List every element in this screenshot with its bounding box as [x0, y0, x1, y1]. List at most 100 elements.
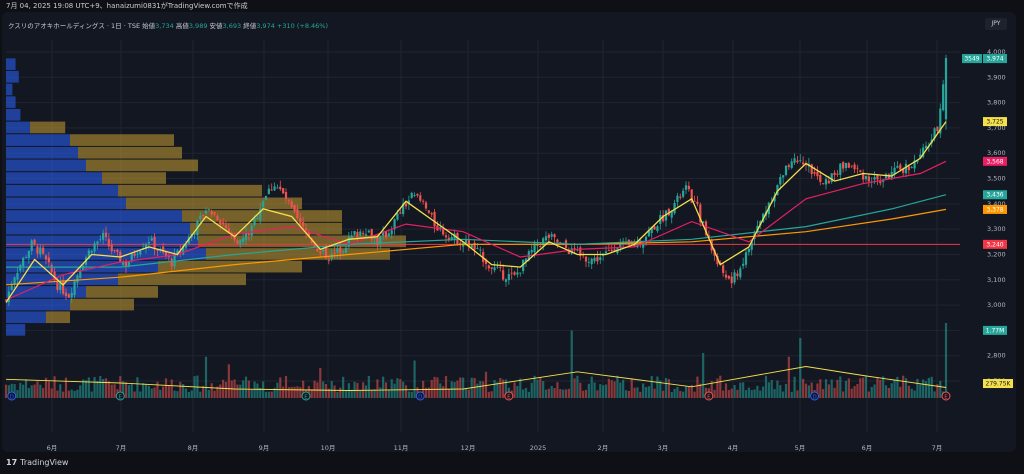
volume-bar: [210, 383, 213, 398]
candle-body: [610, 249, 613, 251]
candle-body: [536, 244, 539, 246]
volume-bar: [836, 379, 839, 398]
volume-bar: [727, 390, 730, 398]
volume-bar: [927, 377, 930, 398]
volume-bar: [593, 382, 596, 398]
volume-ma-line: [5, 366, 947, 391]
candle-body: [667, 208, 670, 216]
volume-bar: [544, 389, 548, 398]
volume-bar: [450, 381, 453, 398]
y-tick-label: 3,300: [987, 225, 1006, 233]
candle-body: [882, 179, 885, 182]
volume-bar: [527, 391, 530, 398]
volume-bar: [67, 390, 70, 398]
volume-bar: [482, 381, 485, 398]
candle-body: [350, 235, 353, 240]
volume-bar: [873, 384, 876, 398]
candle-body: [650, 226, 653, 234]
candle-body: [253, 218, 256, 226]
volume-bar: [64, 377, 68, 398]
profile-bar-down: [198, 235, 406, 248]
volume-bar: [479, 381, 482, 398]
candle-body: [613, 249, 616, 252]
volume-bar: [276, 382, 279, 398]
event-label: E: [707, 394, 711, 400]
price-tag: [983, 379, 1013, 389]
volume-bar: [22, 384, 25, 398]
event-label: D: [812, 394, 816, 400]
candle-body: [796, 160, 799, 163]
volume-bar: [153, 387, 156, 398]
x-tick-label: 6月: [47, 444, 58, 452]
candle-body: [873, 177, 876, 180]
candle-body: [353, 231, 356, 235]
volume-bar: [113, 384, 116, 398]
volume-bar: [667, 379, 670, 398]
candle-body: [479, 249, 482, 251]
candle-body: [776, 185, 779, 195]
x-tick-label: 2月: [598, 444, 609, 452]
volume-bar: [619, 382, 622, 398]
volume-bar: [127, 385, 130, 398]
volume-bar: [756, 385, 759, 398]
volume-bar: [830, 379, 833, 398]
volume-bar: [616, 375, 619, 398]
volume-bar: [539, 377, 542, 398]
candle-body: [653, 226, 656, 230]
currency-button[interactable]: JPY: [985, 18, 1007, 30]
footer-brand[interactable]: 17 TradingView: [6, 458, 68, 467]
volume-bar: [484, 371, 488, 398]
profile-bar-up: [6, 210, 182, 222]
candle-body: [819, 174, 822, 183]
open-label: 始値: [142, 22, 156, 30]
brand-name: TradingView: [20, 458, 69, 467]
volume-bar: [842, 391, 845, 398]
volume-bar: [533, 375, 536, 398]
candle-body: [427, 210, 430, 213]
candle-body: [87, 250, 90, 259]
volume-bar: [702, 353, 705, 398]
volume-bar: [373, 389, 376, 398]
candle-body: [559, 242, 562, 243]
volume-bar: [59, 384, 62, 398]
volume-bar: [36, 381, 39, 398]
volume-bar: [267, 391, 270, 398]
candle-body: [619, 243, 622, 248]
volume-bar: [224, 381, 228, 398]
candle-body: [544, 236, 548, 241]
volume-bar: [559, 389, 562, 398]
candle-body: [156, 250, 159, 252]
volume-bar: [253, 381, 256, 398]
candle-body: [99, 239, 102, 241]
profile-bar-up: [6, 298, 70, 311]
profile-bar-up: [6, 121, 30, 134]
volume-bar: [259, 387, 262, 398]
candle-body: [459, 242, 462, 245]
candle-body: [339, 247, 342, 254]
profile-bar-up: [6, 184, 118, 197]
volume-bar: [673, 388, 676, 398]
y-tick-label: 3,100: [987, 276, 1006, 284]
volume-bar: [879, 379, 882, 398]
candle-body: [404, 203, 408, 207]
event-marker: [810, 391, 820, 401]
candle-body: [893, 167, 896, 175]
ma-slow-line: [6, 194, 947, 268]
volume-bar: [496, 382, 499, 398]
volume-bar: [602, 385, 605, 398]
volume-bar: [264, 391, 268, 398]
price-tag-label: 3,974: [986, 56, 1003, 63]
candle-body: [510, 272, 513, 274]
volume-bar: [296, 386, 299, 398]
volume-bar: [227, 364, 230, 398]
x-tick-label: 11月: [394, 444, 409, 452]
profile-bar-up: [6, 146, 78, 159]
candle-body: [504, 279, 508, 282]
candle-body: [270, 189, 273, 191]
candle-body: [727, 275, 730, 279]
low-value: 3,693: [222, 22, 242, 30]
candle-body: [250, 225, 253, 236]
candle-body: [467, 240, 470, 248]
volume-bar: [7, 385, 10, 398]
